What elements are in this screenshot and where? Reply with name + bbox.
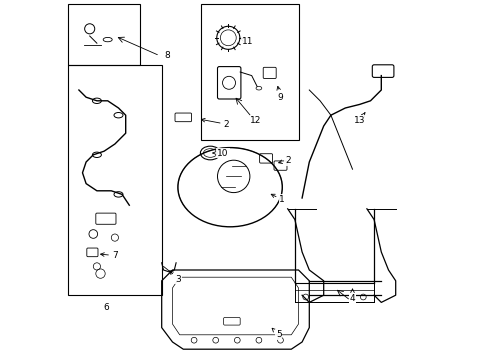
Text: 3: 3 xyxy=(169,271,181,284)
Text: 2: 2 xyxy=(201,118,229,129)
Text: 12: 12 xyxy=(249,116,261,125)
Text: 13: 13 xyxy=(353,113,365,125)
Text: 4: 4 xyxy=(349,289,355,303)
Text: 8: 8 xyxy=(164,51,170,60)
Text: 1: 1 xyxy=(271,194,285,204)
Text: 11: 11 xyxy=(240,37,253,46)
Text: 2: 2 xyxy=(278,156,290,165)
Text: 5: 5 xyxy=(272,328,281,339)
Text: 7: 7 xyxy=(101,251,118,260)
Text: 6: 6 xyxy=(103,303,108,312)
Text: 10: 10 xyxy=(213,149,228,158)
Text: 9: 9 xyxy=(276,86,283,102)
